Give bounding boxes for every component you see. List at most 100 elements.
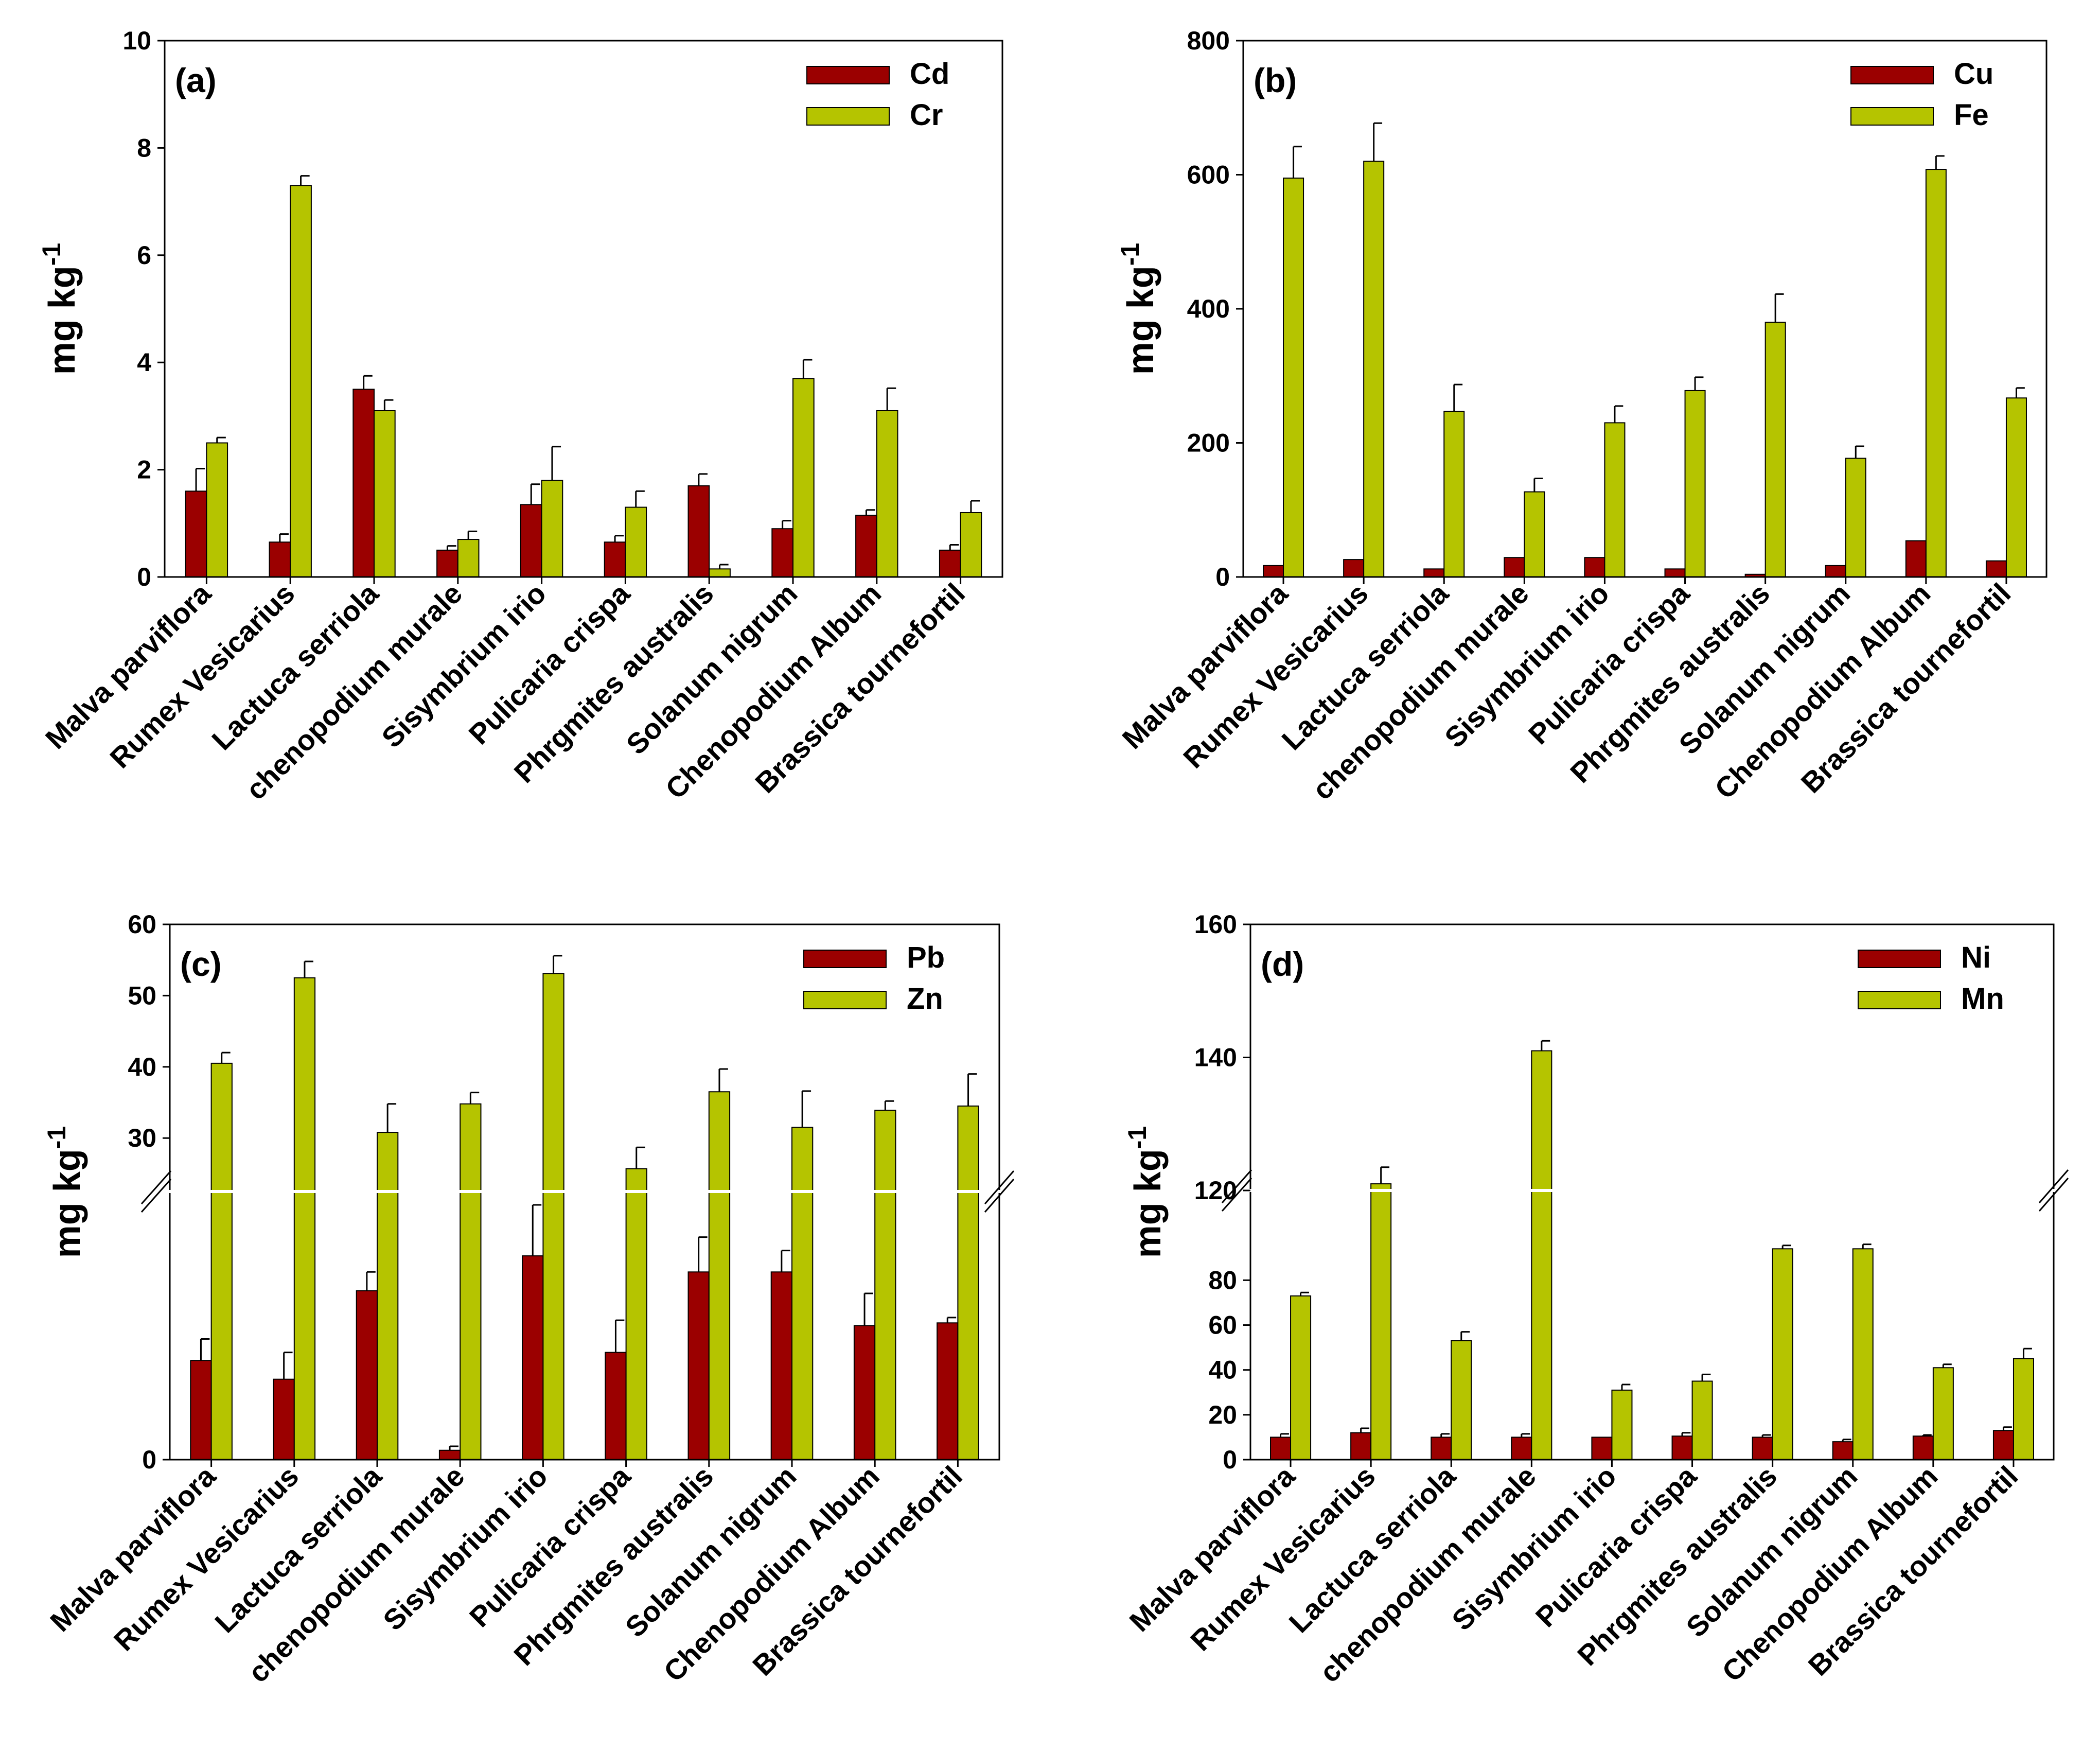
bar-cu-2 [1423, 568, 1445, 577]
bar-cr-7 [792, 378, 815, 578]
bar-cr-1 [290, 185, 312, 577]
y-tick-label: 60 [128, 910, 156, 939]
y-tick-label: 140 [1194, 1043, 1237, 1072]
y-tick-label: 40 [1208, 1356, 1237, 1385]
y-tick-label: 160 [1194, 910, 1237, 939]
axis-break-gap-right [2053, 1189, 2055, 1192]
bar-cu-3 [1504, 557, 1525, 578]
bar-fe-1 [1363, 161, 1385, 577]
bar-ni-6 [1752, 1436, 1773, 1461]
y-axis-title-superscript: -1 [37, 243, 66, 266]
y-tick-label: 40 [128, 1053, 156, 1081]
y-tick-label: 0 [142, 1445, 156, 1474]
panel-label: (c) [180, 945, 222, 983]
bar-zn-8 [874, 1110, 896, 1461]
bar-ni-5 [1671, 1435, 1693, 1461]
bar-fe-6 [1764, 322, 1786, 577]
bar-cd-0 [185, 490, 207, 578]
bar-zn-6 [708, 1091, 731, 1460]
panel-label: (b) [1254, 61, 1297, 99]
legend-swatch-fe [1850, 107, 1934, 126]
axis-break-gap [1250, 1189, 2054, 1192]
y-axis-title-text: mg kg [47, 1149, 88, 1258]
bar-zn-0 [210, 1062, 233, 1460]
y-tick-label: 30 [128, 1124, 156, 1152]
y-tick-label: 60 [1208, 1311, 1237, 1340]
bar-fe-8 [1925, 169, 1947, 577]
y-tick-label: 4 [137, 348, 151, 377]
y-tick-label: 10 [122, 26, 151, 55]
y-axis-title: mg kg-1 [37, 243, 83, 375]
bar-cu-8 [1905, 540, 1927, 578]
bar-cr-0 [206, 442, 228, 577]
bar-cr-6 [709, 568, 731, 577]
y-tick-label: 50 [128, 981, 156, 1010]
y-tick-label: 2 [137, 455, 151, 484]
y-axis-title: mg kg-1 [1116, 243, 1161, 375]
bar-fe-4 [1604, 422, 1626, 577]
axis-break-mark-0-0 [140, 1170, 172, 1204]
axis-break-gap-left [1249, 1189, 1252, 1192]
bar-cr-4 [541, 480, 563, 577]
legend-label-ni: Ni [1961, 941, 1991, 974]
bar-cu-0 [1263, 565, 1284, 578]
bar-cd-5 [604, 541, 626, 578]
bar-pb-4 [522, 1255, 544, 1461]
panel-label: (d) [1261, 945, 1304, 983]
bar-cr-8 [876, 410, 898, 577]
legend-swatch-cr [806, 107, 890, 126]
bar-ni-2 [1431, 1436, 1452, 1461]
bar-pb-5 [605, 1352, 627, 1461]
bar-mn-9 [2013, 1358, 2034, 1460]
bar-zn-3 [460, 1103, 482, 1461]
bar-ni-3 [1511, 1436, 1532, 1461]
bar-pb-8 [853, 1325, 876, 1460]
bar-cd-8 [855, 515, 877, 577]
bar-cu-9 [1985, 560, 2007, 577]
bar-cd-6 [687, 485, 710, 577]
y-tick-label: 800 [1187, 26, 1230, 55]
y-axis-title-superscript: -1 [1116, 243, 1144, 266]
bar-pb-1 [273, 1378, 295, 1460]
y-tick-label: 200 [1187, 429, 1230, 458]
bar-fe-9 [2005, 397, 2027, 577]
legend-swatch-cd [806, 66, 890, 84]
bar-pb-6 [687, 1271, 710, 1461]
bar-zn-5 [625, 1168, 647, 1460]
axis-break-mark-0-1 [140, 1179, 172, 1213]
bar-zn-7 [791, 1127, 814, 1460]
bar-zn-4 [542, 973, 564, 1460]
legend-label-cu: Cu [1954, 57, 1993, 91]
bar-cr-3 [457, 539, 480, 578]
legend-swatch-cu [1850, 66, 1934, 84]
bar-cr-5 [625, 506, 647, 577]
bar-pb-3 [438, 1449, 461, 1460]
legend-label-pb: Pb [907, 941, 945, 974]
bar-ni-1 [1350, 1432, 1372, 1460]
y-tick-label: 400 [1187, 294, 1230, 323]
panel-label: (a) [175, 61, 217, 99]
axis-break-mark-0-1 [1221, 1178, 1252, 1212]
y-tick-label: 0 [1223, 1445, 1237, 1474]
bar-zn-2 [377, 1132, 399, 1460]
legend-label-cd: Cd [910, 57, 949, 91]
bar-cu-4 [1584, 557, 1605, 578]
bar-fe-7 [1845, 458, 1866, 578]
bar-cu-7 [1825, 565, 1846, 578]
legend-swatch-pb [803, 950, 887, 968]
bar-mn-7 [1852, 1248, 1874, 1460]
bar-fe-2 [1443, 411, 1465, 577]
bar-ni-9 [1992, 1430, 2014, 1460]
bar-cu-1 [1343, 559, 1365, 578]
y-tick-label: 0 [137, 563, 151, 591]
bar-cd-7 [771, 528, 794, 577]
bar-pb-0 [190, 1360, 212, 1460]
y-axis-title-text: mg kg [1120, 266, 1161, 375]
y-tick-label: 120 [1194, 1176, 1237, 1205]
legend-label-mn: Mn [1961, 982, 2004, 1015]
y-tick-label: 80 [1208, 1266, 1237, 1294]
legend-label-zn: Zn [907, 982, 943, 1015]
y-tick-label: 600 [1187, 161, 1230, 189]
bar-cr-2 [374, 410, 396, 577]
